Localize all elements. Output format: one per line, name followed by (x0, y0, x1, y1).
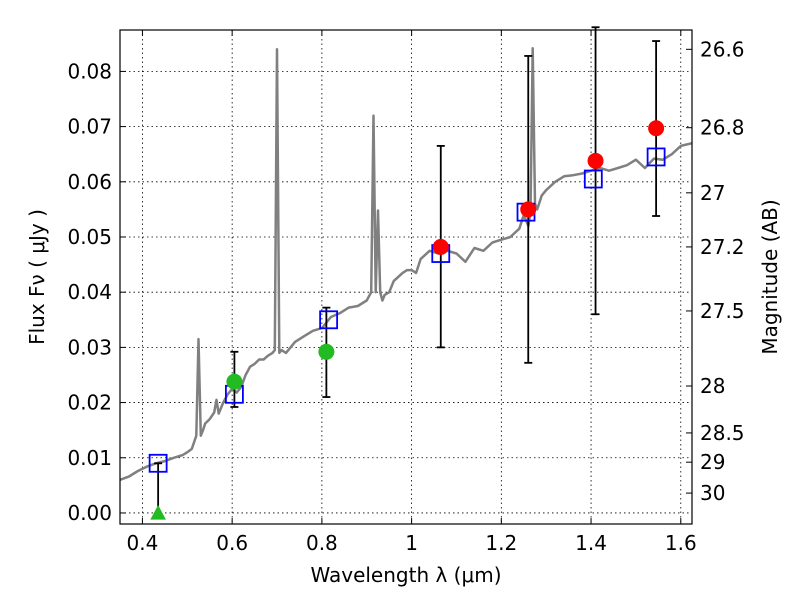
y-tick-label: 0.05 (67, 225, 112, 249)
tick-layer: 0.4 0.6 0.8 1 1.2 1.4 1.6 0.00 0.01 0.02 0.03 0.04 0… (67, 30, 745, 555)
plot-frame (119, 29, 693, 525)
right-tick-label: 28.5 (700, 421, 745, 445)
y-tick-label: 0.03 (67, 335, 112, 359)
right-tick-label: 28 (700, 374, 725, 398)
x-axis-label: Wavelength λ (μm) (310, 563, 501, 587)
observed-photometry-point (226, 373, 243, 390)
observed-photometry-point (520, 201, 537, 218)
model-photometry-point (319, 310, 339, 330)
right-tick-label: 26.8 (700, 116, 745, 140)
y-tick-label: 0.04 (67, 280, 112, 304)
y-axis-label: Flux Fν ( μJy ) (25, 209, 49, 345)
right-tick-label: 27.5 (700, 299, 745, 323)
x-tick-label: 1.4 (575, 531, 607, 555)
observed-photometry-point (432, 238, 449, 255)
y-tick-label: 0.07 (67, 115, 112, 139)
right-tick-label: 27.2 (700, 235, 745, 259)
y-tick-label: 0.01 (67, 446, 112, 470)
x-tick-label: 0.4 (127, 531, 159, 555)
y-tick-label: 0.00 (67, 501, 112, 525)
y-tick-label: 0.08 (67, 59, 112, 83)
spectrum-line (120, 46, 692, 481)
right-tick-label: 30 (700, 481, 725, 505)
model-photometry-point (148, 453, 168, 473)
x-tick-label: 1.6 (665, 531, 697, 555)
x-tick-label: 1.2 (485, 531, 517, 555)
marker-layer (148, 120, 666, 520)
x-tick-label: 0.6 (216, 531, 248, 555)
observed-photometry-point (648, 120, 665, 137)
x-tick-label: 1 (405, 531, 418, 555)
grid-layer (120, 30, 692, 524)
observed-photometry-point (318, 343, 335, 360)
model-photometry-point (583, 169, 603, 189)
model-photometry-point (646, 147, 666, 167)
right-tick-label: 29 (700, 450, 725, 474)
right-tick-label: 26.6 (700, 37, 745, 61)
y-tick-label: 0.02 (67, 391, 112, 415)
observed-photometry-point (587, 152, 604, 169)
spectrum-layer (120, 46, 692, 481)
y-right-axis-label: Magnitude (AB) (758, 199, 782, 354)
x-tick-label: 0.8 (306, 531, 338, 555)
y-tick-label: 0.06 (67, 170, 112, 194)
nondetection-point (150, 505, 166, 520)
right-tick-label: 27 (700, 181, 725, 205)
